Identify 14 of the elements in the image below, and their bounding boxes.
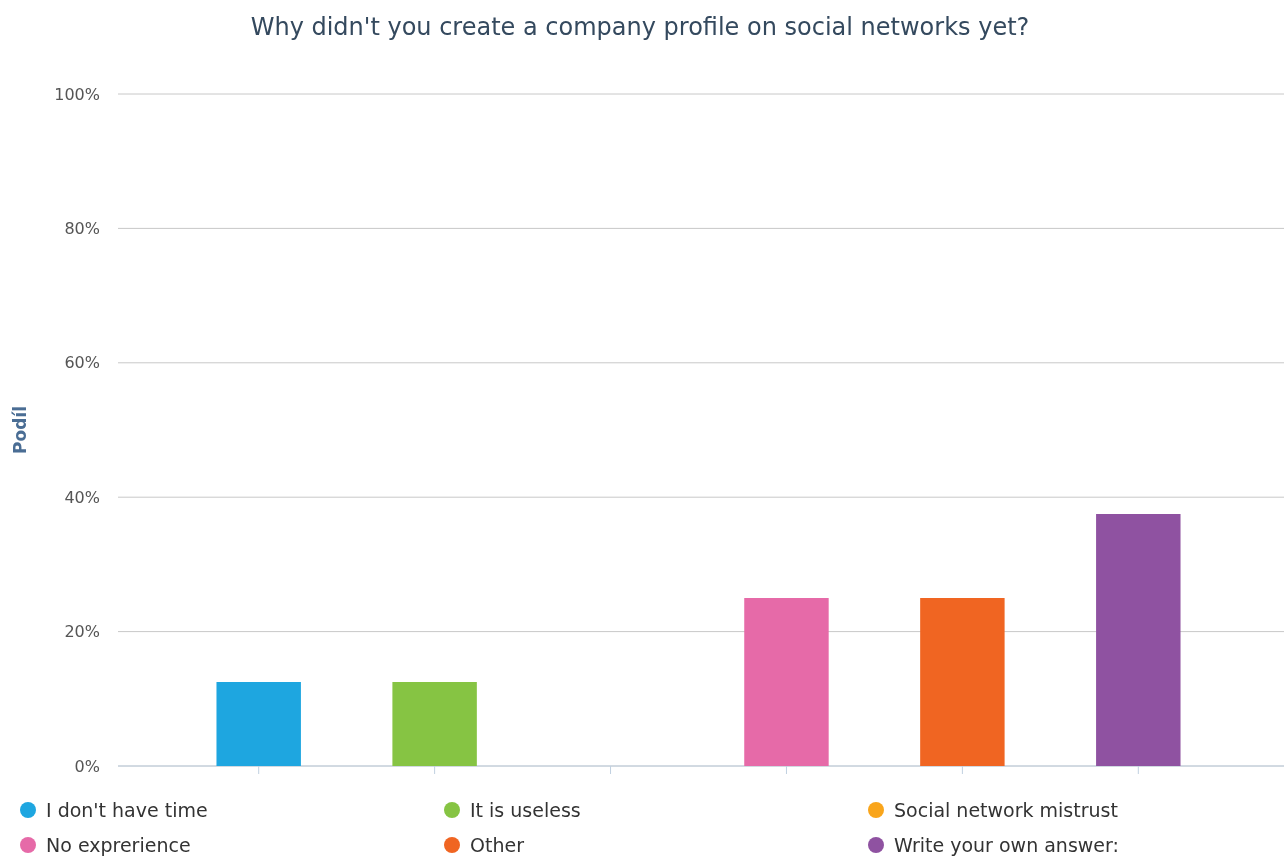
legend-label: It is useless bbox=[470, 798, 581, 821]
legend-label: I don't have time bbox=[46, 798, 208, 821]
y-tick-label: 80% bbox=[64, 219, 100, 238]
legend-label: Write your own answer: bbox=[894, 833, 1119, 856]
legend-label: Social network mistrust bbox=[894, 798, 1118, 821]
chart-title: Why didn't you create a company profile on social networks yet? bbox=[250, 13, 1030, 41]
y-axis-title: Podíl bbox=[10, 406, 30, 454]
y-tick-label: 40% bbox=[64, 487, 100, 507]
y-tick-label: 20% bbox=[64, 622, 100, 642]
legend-label: No exprerience bbox=[46, 833, 191, 856]
legend-label: Other bbox=[470, 833, 525, 856]
y-tick-label: 100% bbox=[54, 84, 100, 104]
y-tick-label: 0% bbox=[74, 756, 100, 776]
y-tick-label: 60% bbox=[64, 353, 100, 373]
